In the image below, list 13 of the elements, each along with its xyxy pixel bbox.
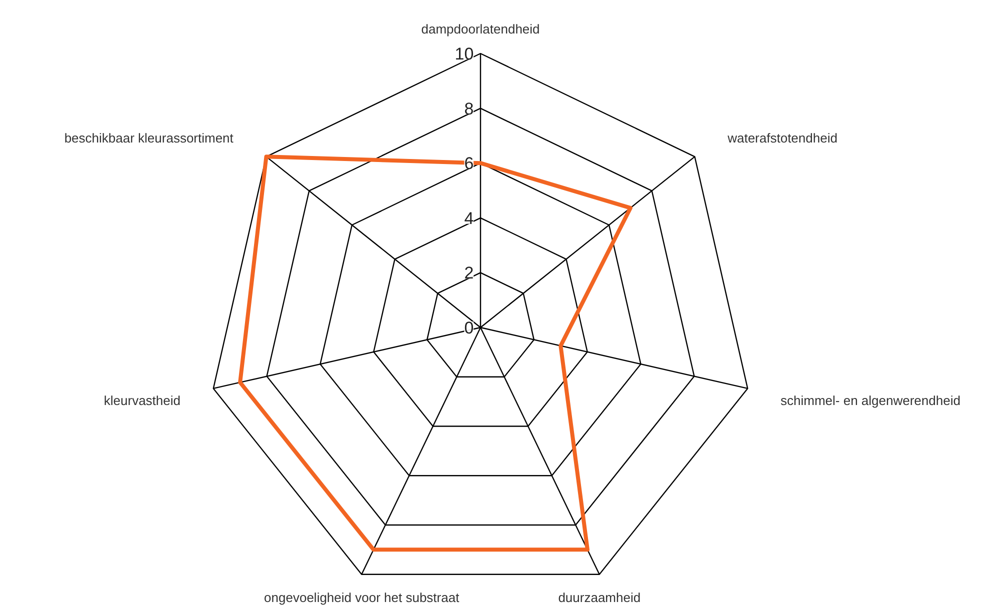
spoke-label: duurzaamheid (558, 590, 641, 605)
y-tick-label: 10 (454, 44, 474, 64)
y-tick-label: 2 (464, 264, 474, 283)
y-tick-label: 8 (464, 99, 474, 118)
spoke-label: schimmel- en algenwerendheid (780, 392, 960, 408)
y-tick-label: 0 (464, 318, 474, 338)
spoke-label: kleurvastheid (104, 392, 180, 408)
y-tick-label: 4 (464, 208, 474, 228)
y-tick-label: 6 (464, 154, 474, 174)
spoke-label: dampdoorlatendheid (421, 21, 540, 36)
spoke-label: waterafstotendheid (726, 130, 838, 146)
spoke-label: beschikbaar kleurassortiment (64, 130, 234, 146)
spoke-label: ongevoeligheid voor het substraat (264, 590, 460, 605)
